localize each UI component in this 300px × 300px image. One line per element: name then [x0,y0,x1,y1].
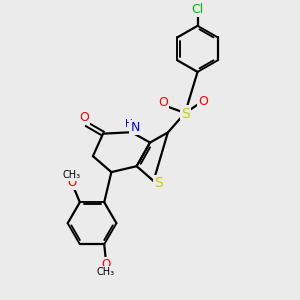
Text: S: S [154,176,163,190]
Text: N: N [130,121,140,134]
Text: Cl: Cl [191,3,204,16]
Text: O: O [67,176,76,189]
Text: H: H [125,119,133,129]
Text: CH₃: CH₃ [62,170,81,180]
Text: O: O [158,96,168,110]
Text: O: O [79,111,89,124]
Text: S: S [182,106,190,121]
Text: O: O [101,258,110,271]
Text: CH₃: CH₃ [97,267,115,277]
Text: O: O [198,95,208,108]
